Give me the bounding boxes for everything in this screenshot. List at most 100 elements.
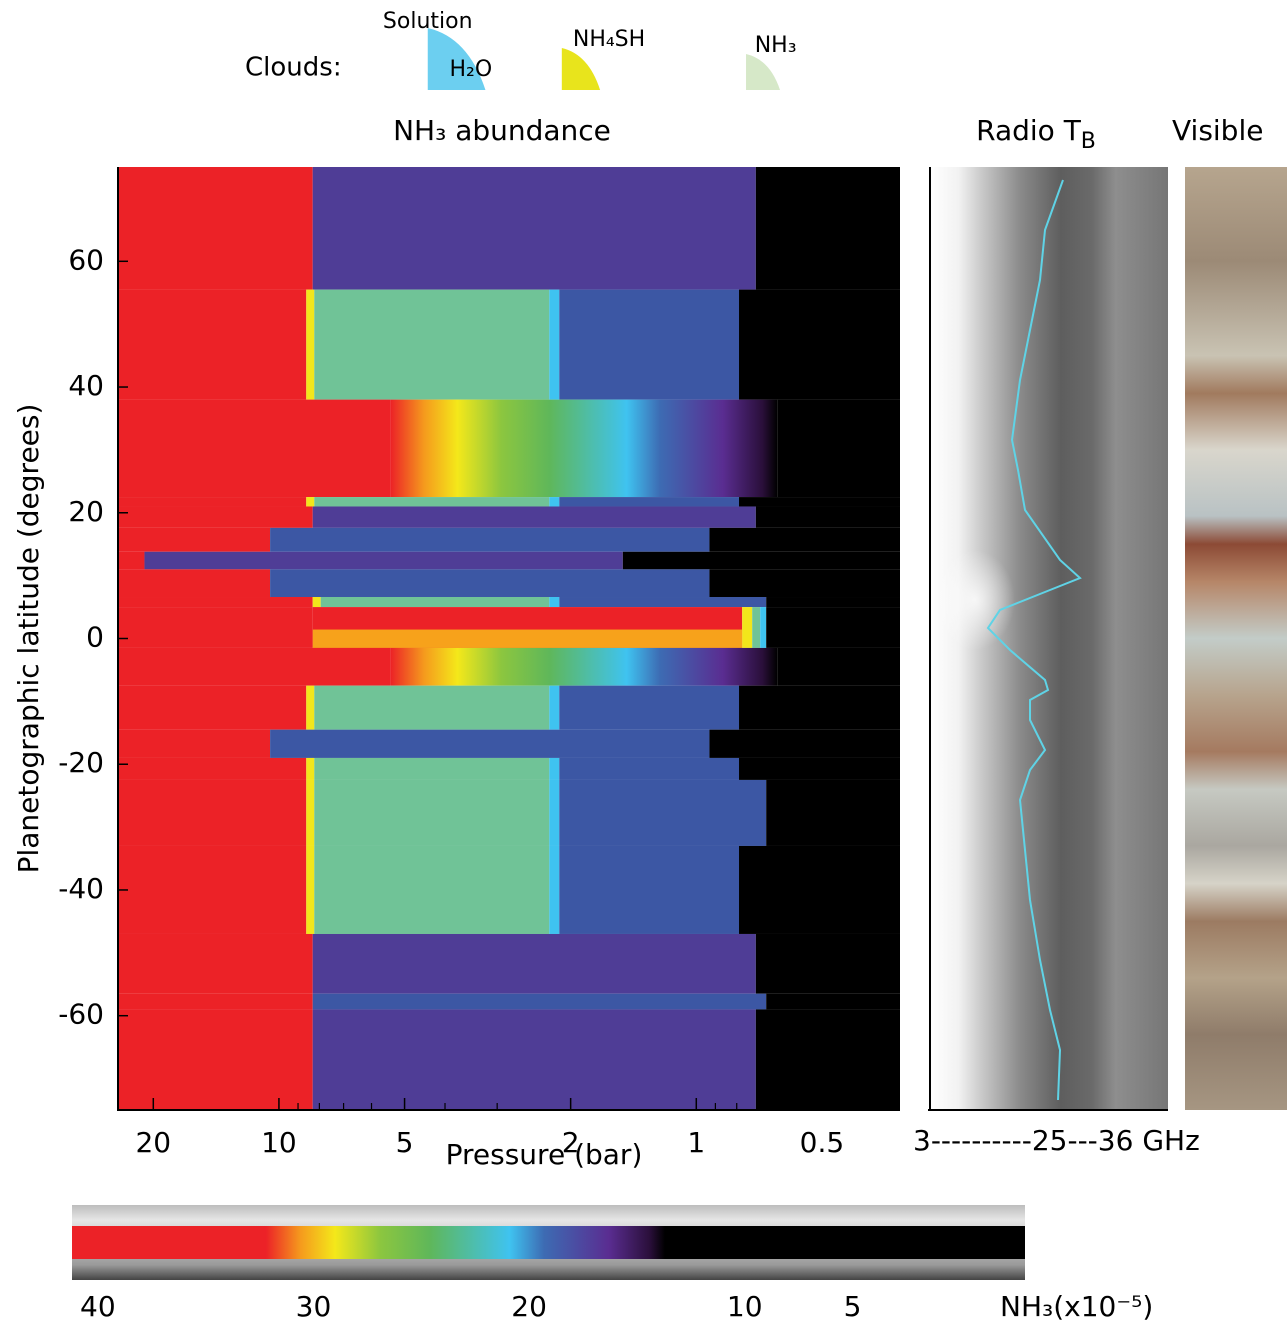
cutoff-region bbox=[777, 647, 900, 686]
depleted-region bbox=[118, 993, 313, 1010]
band-green bbox=[314, 757, 550, 780]
band-blue bbox=[559, 845, 740, 934]
band-blue bbox=[559, 757, 740, 780]
visible-title: Visible bbox=[1172, 114, 1263, 147]
cutoff-region bbox=[766, 607, 900, 648]
depleted-region bbox=[118, 497, 307, 507]
y-tick-label: 60 bbox=[68, 243, 104, 276]
cutoff-region bbox=[739, 845, 900, 934]
yellow-edge bbox=[306, 685, 315, 730]
cloud-wedge bbox=[561, 48, 601, 90]
x-tick-label: 5 bbox=[396, 1126, 414, 1159]
cloud-wedge bbox=[427, 28, 486, 90]
cutoff-region bbox=[739, 757, 900, 780]
x-tick-label: 1 bbox=[687, 1126, 705, 1159]
y-tick-label: -40 bbox=[58, 872, 104, 905]
depleted-region bbox=[118, 506, 313, 528]
cutoff-region bbox=[709, 729, 900, 758]
cutoff-region bbox=[739, 497, 900, 507]
colorbar-unit: NH₃(x10⁻⁵) bbox=[1000, 1290, 1153, 1323]
cyan-edge bbox=[549, 597, 560, 608]
y-tick-label: -60 bbox=[58, 998, 104, 1031]
depleted-region bbox=[118, 685, 307, 730]
depleted-region bbox=[118, 729, 271, 758]
x-tick-label: 20 bbox=[135, 1126, 171, 1159]
band-green bbox=[314, 685, 550, 730]
cyan-edge bbox=[549, 497, 560, 507]
band-purple bbox=[312, 167, 756, 290]
yellow-edge bbox=[306, 757, 315, 780]
cloud-label: NH₃ bbox=[755, 33, 797, 58]
radio-panel: 3----------25---36 GHz bbox=[913, 167, 1200, 1157]
cutoff-region bbox=[739, 289, 900, 400]
colorbar-tick-label: 5 bbox=[844, 1290, 862, 1323]
cutoff-region bbox=[755, 1009, 900, 1110]
depleted-region bbox=[118, 1009, 313, 1110]
colorbar-tick-label: 20 bbox=[511, 1290, 547, 1323]
depleted-region bbox=[118, 551, 145, 570]
cyan-edge bbox=[549, 845, 560, 934]
cloud-note: Solution bbox=[383, 9, 473, 34]
yellow-edge bbox=[306, 497, 315, 507]
band-blue bbox=[559, 597, 767, 608]
plot-title: NH₃ abundance bbox=[393, 114, 611, 147]
depleted-region bbox=[118, 569, 271, 598]
cutoff-region bbox=[739, 685, 900, 730]
band-blue bbox=[270, 569, 710, 598]
y-tick-label: 40 bbox=[68, 369, 104, 402]
x-tick-label: 2 bbox=[562, 1126, 580, 1159]
depleted-region bbox=[118, 527, 271, 552]
radio-bright-spot bbox=[935, 550, 1015, 650]
band-gradient bbox=[390, 647, 778, 686]
radio-title: Radio TB bbox=[976, 114, 1096, 154]
band-blue bbox=[559, 497, 740, 507]
colorbar-tick-label: 10 bbox=[727, 1290, 763, 1323]
y-tick-label: -20 bbox=[58, 746, 104, 779]
band-purple bbox=[144, 551, 623, 570]
band-green bbox=[314, 779, 550, 846]
band-blue bbox=[559, 779, 767, 846]
cutoff-region bbox=[766, 993, 900, 1010]
clouds-label: Clouds: bbox=[245, 53, 342, 83]
band-tip-yellow bbox=[742, 607, 753, 648]
band-green bbox=[320, 597, 550, 608]
depleted-region bbox=[118, 399, 391, 498]
cloud-wedge bbox=[746, 54, 781, 90]
cyan-edge bbox=[549, 289, 560, 400]
x-axis-label: Pressure (bar) bbox=[446, 1138, 643, 1171]
depleted-region bbox=[118, 779, 307, 846]
colorbar-tick-label: 30 bbox=[296, 1290, 332, 1323]
depleted-region bbox=[118, 845, 307, 934]
band-blue bbox=[270, 729, 710, 758]
depleted-region bbox=[118, 933, 313, 994]
radio-profile bbox=[986, 179, 1082, 1101]
yellow-edge bbox=[306, 779, 315, 846]
depleted-region bbox=[118, 167, 313, 290]
cutoff-region bbox=[709, 527, 900, 552]
band-blue bbox=[559, 289, 740, 400]
cyan-edge bbox=[549, 757, 560, 780]
cutoff-region bbox=[622, 551, 900, 570]
band-gradient bbox=[390, 399, 778, 498]
band-orange bbox=[312, 629, 743, 648]
colorbar: 40 30 20 10 5 NH₃(x10⁻⁵) bbox=[72, 1205, 1153, 1323]
cyan-edge bbox=[549, 685, 560, 730]
band-blue bbox=[270, 527, 710, 552]
depleted-region bbox=[118, 289, 307, 400]
yellow-edge bbox=[306, 845, 315, 934]
band-purple bbox=[312, 1009, 756, 1110]
cutoff-region bbox=[755, 506, 900, 528]
cutoff-region bbox=[766, 597, 900, 608]
x-tick-label: 10 bbox=[261, 1126, 297, 1159]
band-tip-cyan bbox=[760, 607, 767, 648]
band-blue bbox=[312, 993, 767, 1010]
yellow-edge bbox=[306, 289, 315, 400]
cloud-label: NH₄SH bbox=[573, 27, 645, 52]
cutoff-region bbox=[777, 399, 900, 498]
cyan-edge bbox=[549, 779, 560, 846]
depleted-region bbox=[118, 597, 313, 608]
clouds-legend: Clouds: H₂O Solution NH₄SH NH₃ bbox=[245, 9, 797, 90]
cutoff-region bbox=[755, 933, 900, 994]
band-purple bbox=[312, 506, 756, 528]
yellow-edge bbox=[312, 597, 321, 608]
